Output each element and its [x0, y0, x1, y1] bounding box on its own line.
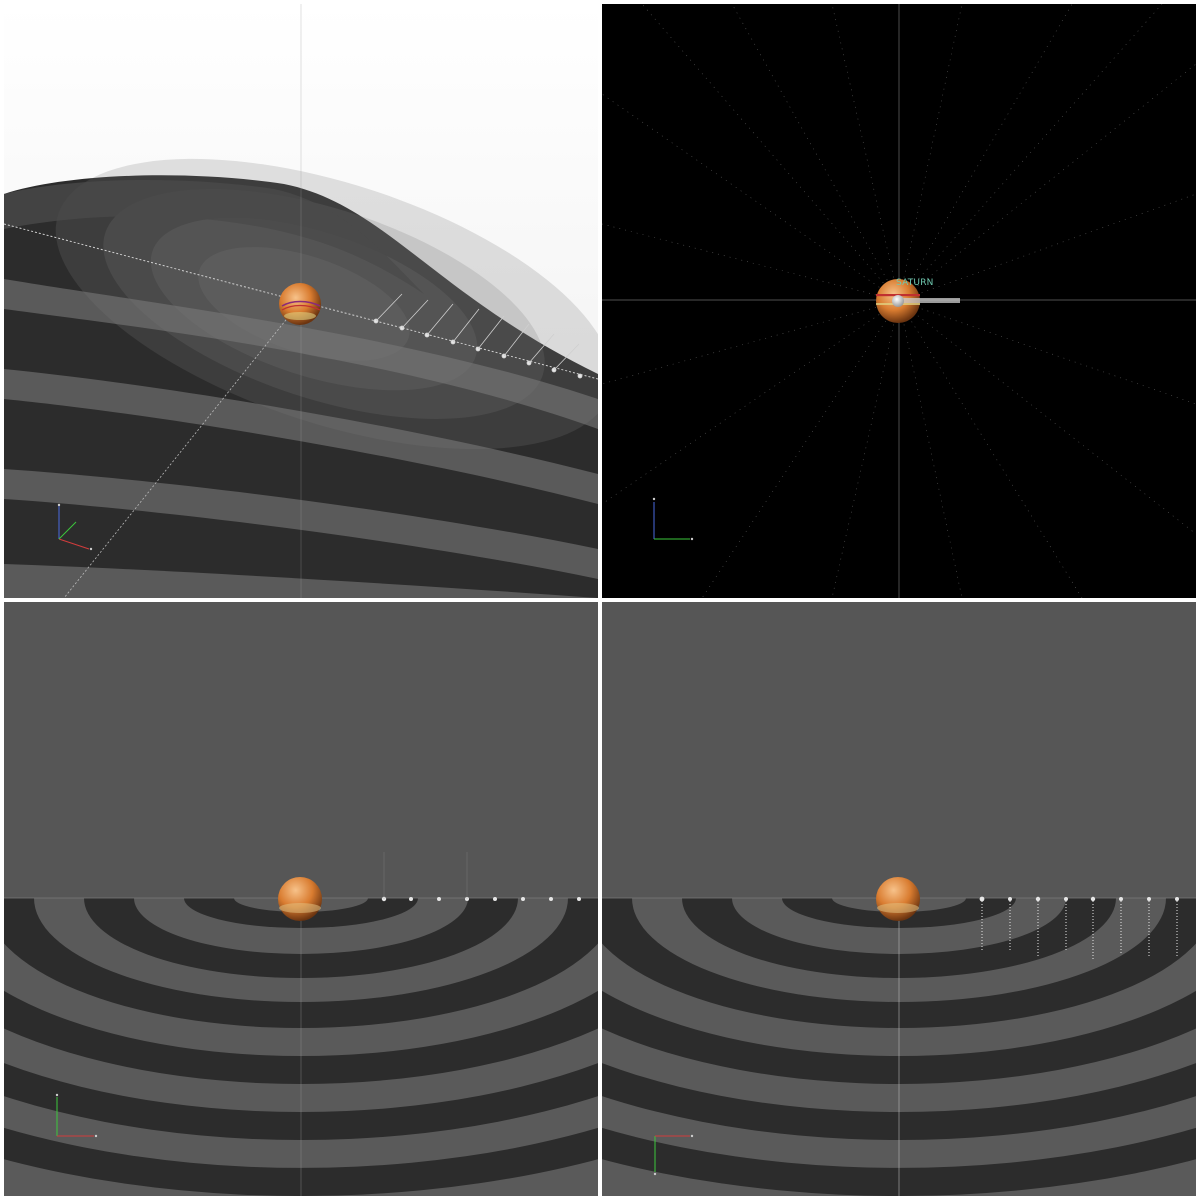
moon-trail: [902, 298, 960, 303]
side-viewport[interactable]: [602, 602, 1196, 1196]
axis-gizmo-icon: [653, 1134, 694, 1176]
side-scene: [602, 602, 1196, 1196]
front-viewport[interactable]: [4, 602, 598, 1196]
moon-markers: [381, 896, 581, 902]
moon-trails: [981, 901, 1178, 960]
planet-sphere-icon: [278, 877, 322, 921]
axis-gizmo-icon: [57, 503, 93, 551]
perspective-viewport[interactable]: [4, 4, 598, 598]
axis-gizmo-icon: [652, 497, 694, 541]
moon-marker-icon: [892, 295, 904, 307]
planet-sphere-icon: [876, 877, 920, 921]
perspective-scene: [4, 4, 598, 598]
moon-markers: [979, 896, 1179, 902]
front-scene: [4, 602, 598, 1196]
axis-gizmo-icon: [55, 1093, 98, 1138]
planet-sphere-icon: [279, 283, 321, 325]
top-scene: [602, 4, 1196, 598]
top-viewport[interactable]: SATURN: [602, 4, 1196, 598]
planet-label: SATURN: [896, 278, 934, 288]
moon-markers: [373, 293, 583, 379]
star-rays: [602, 4, 1196, 598]
